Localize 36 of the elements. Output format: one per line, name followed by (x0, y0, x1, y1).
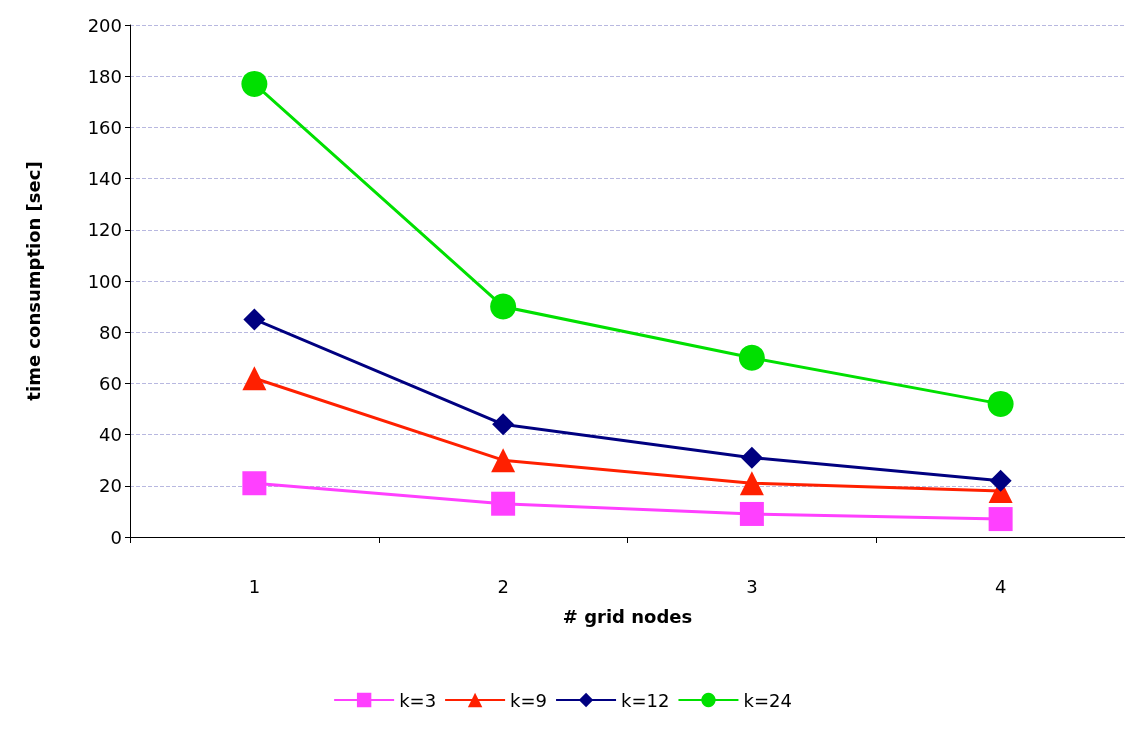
legend-label: k=24 (743, 689, 792, 711)
y-tick-label: 20 (99, 475, 122, 497)
point (739, 471, 764, 496)
point (491, 491, 516, 516)
point (739, 501, 764, 526)
point (242, 366, 267, 391)
point (241, 70, 268, 97)
point (492, 413, 515, 436)
point (491, 448, 516, 473)
point (740, 446, 763, 469)
x-tick-label: 3 (746, 575, 758, 597)
y-tick-label: 160 (87, 116, 122, 138)
y-tick-label: 120 (87, 219, 122, 241)
point (987, 390, 1014, 417)
x-tick-label: 1 (248, 575, 261, 597)
legend-label: k=9 (510, 689, 548, 711)
y-tick-label: 100 (87, 270, 122, 292)
legend-label: k=3 (399, 689, 437, 711)
point (242, 471, 267, 496)
point (243, 308, 266, 331)
y-tick-label: 0 (110, 526, 122, 548)
x-axis-title: # grid nodes (562, 605, 693, 627)
point (490, 293, 517, 320)
legend-label: k=12 (621, 689, 670, 711)
point (988, 507, 1013, 532)
y-tick-label: 200 (87, 14, 122, 36)
y-tick-label: 80 (99, 321, 122, 343)
y-tick-label: 180 (87, 65, 122, 87)
y-tick-label: 60 (99, 372, 122, 394)
point (738, 344, 765, 371)
x-tick-label: 2 (497, 575, 509, 597)
y-tick-label: 140 (87, 168, 122, 190)
y-tick-label: 40 (99, 424, 122, 446)
y-axis-title: time consumption [sec] (22, 161, 44, 401)
x-tick-label: 4 (994, 575, 1007, 597)
point (989, 469, 1012, 492)
